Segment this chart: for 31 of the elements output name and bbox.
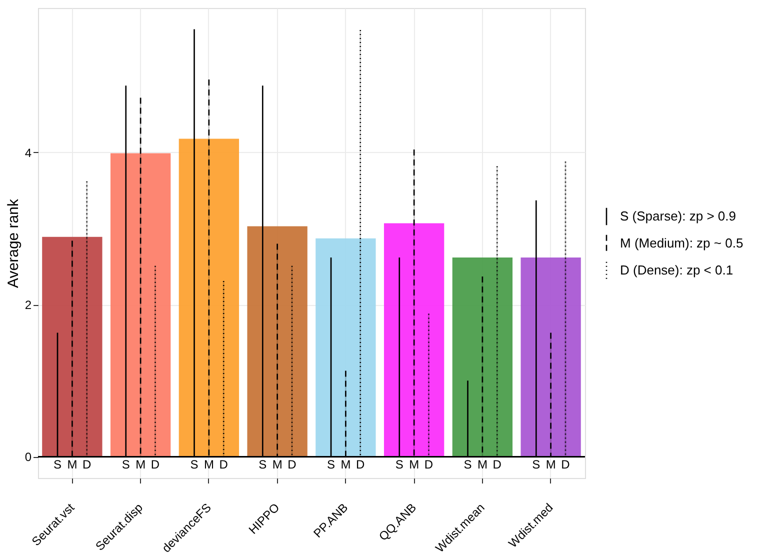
annotation: M xyxy=(409,458,420,472)
annotation: D xyxy=(150,458,160,472)
annotation: D xyxy=(82,458,92,472)
annotation: S xyxy=(532,458,540,472)
annotation: D xyxy=(424,458,434,472)
y-tick-label: 0 xyxy=(24,450,32,464)
annotation: M xyxy=(67,458,78,472)
y-tick-label: 2 xyxy=(24,298,32,312)
annotation: S xyxy=(122,458,130,472)
annotation: S xyxy=(327,458,336,472)
annotation: M xyxy=(272,458,282,472)
annotation: S xyxy=(464,458,472,472)
legend-label: S (Sparse): zp > 0.9 xyxy=(620,208,736,224)
annotation: M xyxy=(477,458,488,472)
y-tick-label: 4 xyxy=(24,146,32,160)
annotation: S xyxy=(54,458,62,472)
legend-label: M (Medium): zp ~ 0.5 xyxy=(620,236,744,250)
annotation: D xyxy=(561,458,570,472)
annotation: D xyxy=(492,458,502,472)
annotation: S xyxy=(395,458,404,472)
annotation: D xyxy=(219,458,228,472)
legend-label: D (Dense): zp < 0.1 xyxy=(620,262,734,278)
annotation: S xyxy=(258,458,267,472)
annotation: M xyxy=(546,458,556,472)
annotation: D xyxy=(356,458,366,472)
annotation: M xyxy=(340,458,351,472)
y-axis-title: Average rank xyxy=(4,198,22,288)
annotation: S xyxy=(190,458,198,472)
annotation: M xyxy=(136,458,146,472)
annotation: D xyxy=(288,458,297,472)
annotation: M xyxy=(204,458,214,472)
